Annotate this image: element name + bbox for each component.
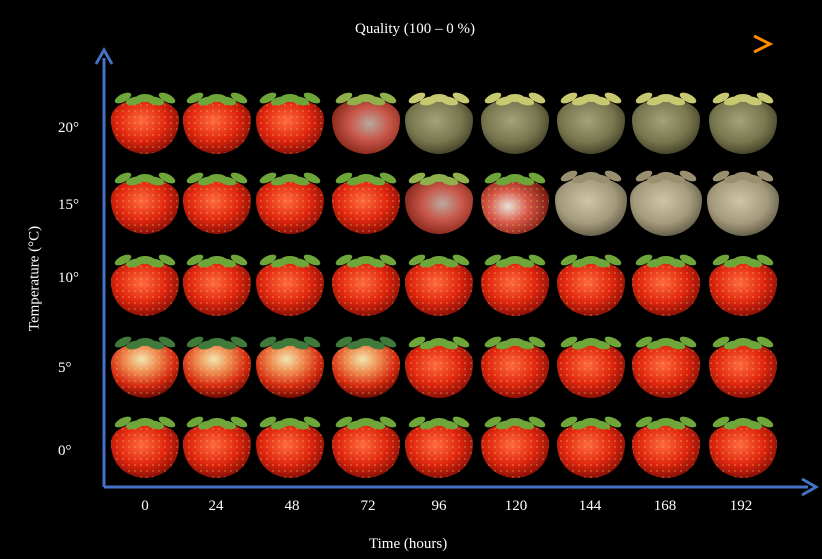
x-tick-24: 24 [208, 498, 224, 514]
y-tick-5: 5° [58, 360, 72, 376]
y-tick-15: 15° [58, 197, 79, 213]
strawberry-3-0 [111, 336, 179, 398]
strawberry-3-3 [332, 336, 400, 398]
quality-label: Quality (100 – 0 %) [355, 21, 475, 37]
x-tick-144: 144 [578, 498, 602, 514]
strawberry-0-5 [481, 92, 549, 154]
strawberry-2-4 [405, 254, 473, 316]
strawberry-1-7 [630, 170, 702, 236]
y-tick-0: 0° [58, 443, 72, 459]
strawberry-3-8 [709, 336, 777, 398]
strawberry-0-0 [111, 92, 179, 154]
strawberry-4-4 [405, 416, 473, 478]
strawberry-3-1 [183, 336, 251, 398]
strawberry-0-7 [632, 92, 700, 154]
strawberry-3-4 [405, 336, 473, 398]
strawberry-1-2 [256, 172, 324, 234]
y-tick-10: 10° [58, 270, 79, 286]
strawberry-2-6 [557, 254, 625, 316]
y-tick-20: 20° [58, 120, 79, 136]
strawberry-4-7 [632, 416, 700, 478]
strawberry-2-7 [632, 254, 700, 316]
strawberry-4-3 [332, 416, 400, 478]
x-tick-0: 0 [141, 498, 149, 514]
strawberry-2-5 [481, 254, 549, 316]
x-tick-72: 72 [360, 498, 376, 514]
strawberry-0-3 [332, 92, 400, 154]
strawberry-3-6 [557, 336, 625, 398]
strawberry-2-2 [256, 254, 324, 316]
strawberry-2-0 [111, 254, 179, 316]
strawberry-grid [111, 92, 779, 478]
x-axis-label: Time (hours) [369, 536, 448, 552]
x-tick-168: 168 [653, 498, 677, 514]
x-tick-48: 48 [284, 498, 300, 514]
strawberry-4-6 [557, 416, 625, 478]
strawberry-0-8 [709, 92, 777, 154]
strawberry-4-2 [256, 416, 324, 478]
strawberry-0-6 [557, 92, 625, 154]
strawberry-1-6 [555, 170, 627, 236]
strawberry-2-1 [183, 254, 251, 316]
strawberry-1-0 [111, 172, 179, 234]
strawberry-1-8 [707, 170, 779, 236]
strawberry-4-0 [111, 416, 179, 478]
strawberry-0-1 [183, 92, 251, 154]
y-axis-arrowhead [94, 46, 114, 65]
strawberry-4-1 [183, 416, 251, 478]
y-axis-label: Temperature (°C) [26, 225, 43, 332]
strawberry-0-2 [256, 92, 324, 154]
strawberry-1-1 [183, 172, 251, 234]
quality-arrowhead [753, 34, 774, 54]
strawberry-3-5 [481, 336, 549, 398]
strawberry-4-5 [481, 416, 549, 478]
x-axis-arrowhead [801, 477, 820, 497]
x-tick-96: 96 [431, 498, 447, 514]
strawberry-1-4 [405, 172, 473, 234]
strawberry-2-8 [709, 254, 777, 316]
strawberry-4-8 [709, 416, 777, 478]
strawberry-1-5 [481, 172, 549, 234]
x-tick-120: 120 [504, 498, 528, 514]
strawberry-3-7 [632, 336, 700, 398]
strawberry-1-3 [332, 172, 400, 234]
strawberry-0-4 [405, 92, 473, 154]
x-tick-192: 192 [729, 498, 753, 514]
strawberry-2-3 [332, 254, 400, 316]
strawberry-3-2 [256, 336, 324, 398]
